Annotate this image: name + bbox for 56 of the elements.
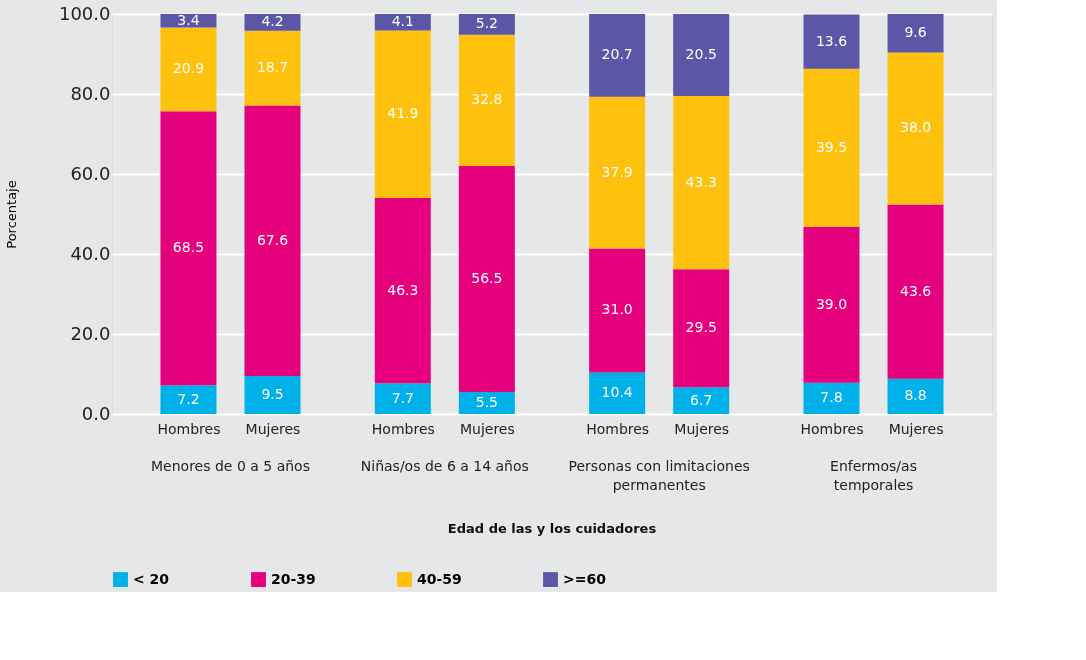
data-label: 46.3 (387, 281, 419, 298)
x-tick-label: Hombres (371, 420, 435, 437)
x-tick-label: Mujeres (459, 420, 515, 437)
data-label: 39.0 (815, 295, 848, 312)
data-label: 32.8 (471, 91, 503, 108)
x-tick-label: Mujeres (674, 420, 730, 437)
data-label: 43.6 (899, 282, 932, 299)
legend-label: < 20 (133, 570, 170, 587)
data-label: 13.6 (815, 32, 848, 49)
x-tick-label: Hombres (800, 420, 864, 437)
data-label: 7.8 (820, 389, 843, 406)
data-label: 20.7 (601, 46, 633, 63)
y-tick-label: 80.0 (70, 82, 111, 104)
data-label: 10.4 (601, 384, 633, 401)
text: Personas con limitaciones permanentes (568, 458, 750, 493)
text: Menores de 0 a 5 años (151, 458, 310, 474)
y-tick-label: 60.0 (70, 162, 111, 184)
data-label: 9.5 (261, 386, 284, 402)
x-tick-label: Hombres (157, 420, 221, 437)
data-label: 39.5 (815, 138, 848, 155)
text: Niñas/os de 6 a 14 años (360, 458, 529, 474)
data-label: 68.5 (172, 239, 205, 256)
data-label: 7.7 (391, 389, 414, 406)
data-label: 4.1 (391, 13, 414, 30)
legend-label: >=60 (563, 570, 607, 587)
data-label: 20.9 (172, 60, 205, 77)
x-tick-label: Mujeres (245, 420, 301, 437)
y-tick-label: 40.0 (70, 242, 111, 264)
data-label: 5.5 (475, 394, 498, 410)
data-label: 4.2 (261, 13, 284, 30)
data-label: 41.9 (387, 105, 419, 122)
data-label: 20.5 (685, 46, 717, 62)
data-label: 3.4 (177, 11, 200, 28)
data-label: 43.3 (685, 173, 717, 190)
x-tick-label: Mujeres (888, 420, 944, 437)
data-label: 8.8 (904, 387, 927, 404)
legend-label: 20-39 (271, 570, 316, 587)
y-tick-label: 0.0 (81, 402, 111, 424)
data-label: 7.2 (177, 390, 200, 407)
data-label: 9.6 (904, 24, 927, 41)
data-label: 38.0 (899, 119, 932, 136)
x-tick-label: Hombres (586, 420, 650, 437)
legend-label: 40-59 (417, 570, 462, 587)
data-label: 5.2 (475, 15, 498, 32)
data-label: 31.0 (601, 301, 633, 318)
y-axis-title: Porcentaje (3, 180, 19, 249)
text: Enfermos/as temporales (830, 458, 917, 493)
data-label: 29.5 (685, 319, 717, 336)
y-tick-label: 20.0 (70, 322, 111, 344)
data-label: 6.7 (690, 391, 713, 408)
data-label: 67.6 (256, 231, 289, 248)
data-label: 56.5 (471, 270, 503, 286)
data-label: 37.9 (601, 163, 633, 180)
data-label: 18.7 (256, 59, 289, 76)
y-tick-label: 100.0 (58, 2, 111, 24)
text: Edad de las y los cuidadores (447, 521, 657, 536)
